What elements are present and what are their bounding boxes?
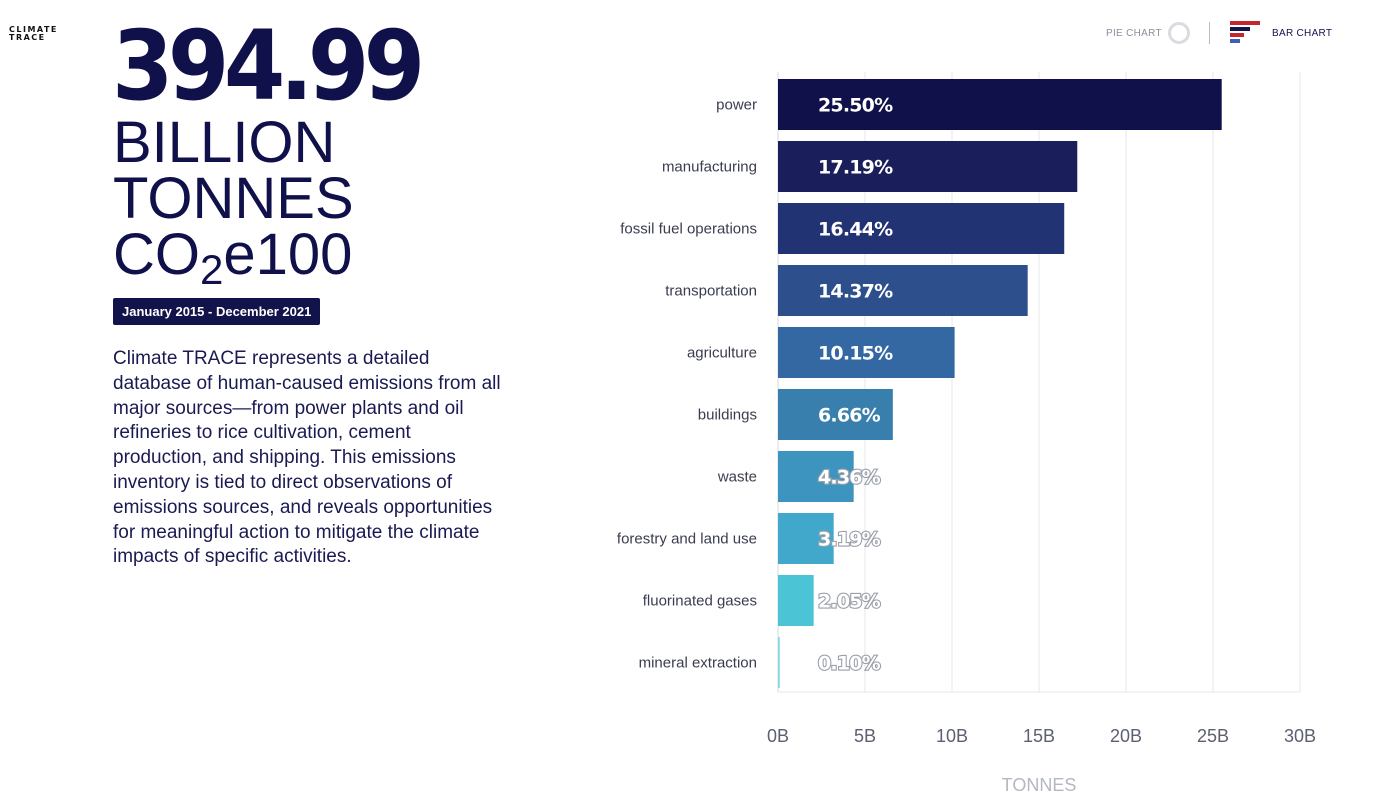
- unit-suffix: e100: [223, 222, 353, 287]
- logo-line-1: CLIMATE: [9, 25, 58, 34]
- category-label: transportation: [665, 283, 757, 300]
- bar-chart-icon-stripe-1: [1230, 21, 1260, 25]
- bar-agriculture[interactable]: [778, 327, 955, 378]
- bar-fluorinated-gases[interactable]: [778, 575, 814, 626]
- logo-line-2: TRACE: [9, 33, 46, 42]
- unit-tonnes: TONNES: [113, 166, 354, 231]
- category-label: manufacturing: [662, 159, 757, 176]
- bar-waste[interactable]: [778, 451, 854, 502]
- category-label: fossil fuel operations: [620, 221, 757, 238]
- x-tick-label: 0B: [767, 726, 789, 746]
- percent-label: 16.44%: [818, 219, 893, 241]
- bar-buildings[interactable]: [778, 389, 893, 440]
- category-label: fluorinated gases: [643, 593, 757, 610]
- bar-fossil-fuel-operations[interactable]: [778, 203, 1065, 254]
- bar-transportation[interactable]: [778, 265, 1028, 316]
- total-emissions-value: 394.99: [112, 10, 425, 122]
- bar-chart-icon-stripe-2: [1230, 27, 1250, 31]
- x-tick-label: 20B: [1110, 726, 1142, 746]
- percent-label: 14.37%: [818, 281, 893, 303]
- category-label: forestry and land use: [617, 531, 757, 548]
- bar-chart-icon-stripe-4: [1230, 39, 1240, 43]
- unit-co2e100: CO2e100: [113, 226, 352, 291]
- bar-chart-toggle[interactable]: BAR CHART: [1272, 28, 1333, 39]
- toggle-divider: [1209, 22, 1210, 44]
- date-range-badge: January 2015 - December 2021: [113, 298, 321, 325]
- category-label: waste: [717, 469, 757, 486]
- unit-subscript: 2: [200, 246, 224, 293]
- percent-label: 25.50%: [818, 95, 893, 117]
- x-tick-label: 25B: [1197, 726, 1229, 746]
- unit-billion: BILLION: [113, 110, 336, 175]
- category-label: buildings: [698, 407, 757, 424]
- percent-label: 10.15%: [818, 343, 893, 365]
- pie-chart-toggle[interactable]: PIE CHART: [1106, 28, 1162, 39]
- climate-trace-logo[interactable]: CLIMATE TRACE: [9, 26, 58, 42]
- bar-forestry-and-land-use[interactable]: [778, 513, 834, 564]
- x-axis-title: TONNES: [1002, 775, 1077, 795]
- bar-mineral-extraction[interactable]: [778, 637, 780, 688]
- category-label: mineral extraction: [639, 655, 757, 672]
- x-tick-label: 15B: [1023, 726, 1055, 746]
- x-tick-label: 5B: [854, 726, 876, 746]
- bar-chart-icon[interactable]: [1230, 21, 1262, 45]
- bar-manufacturing[interactable]: [778, 141, 1078, 192]
- bar-chart-icon-stripe-3: [1230, 33, 1244, 37]
- percent-label: 4.36%: [818, 467, 881, 489]
- category-label: power: [716, 97, 757, 114]
- bar-power[interactable]: [778, 79, 1222, 130]
- percent-label: 3.19%: [818, 529, 881, 551]
- pie-chart-icon[interactable]: [1168, 22, 1190, 44]
- x-tick-label: 10B: [936, 726, 968, 746]
- percent-label: 17.19%: [818, 157, 893, 179]
- percent-label: 2.05%: [818, 591, 881, 613]
- description-text: Climate TRACE represents a detailed data…: [113, 348, 501, 568]
- x-tick-label: 30B: [1284, 726, 1316, 746]
- unit-co: CO: [113, 222, 200, 287]
- percent-label: 0.10%: [818, 653, 881, 675]
- percent-label: 6.66%: [818, 405, 881, 427]
- category-label: agriculture: [687, 345, 757, 362]
